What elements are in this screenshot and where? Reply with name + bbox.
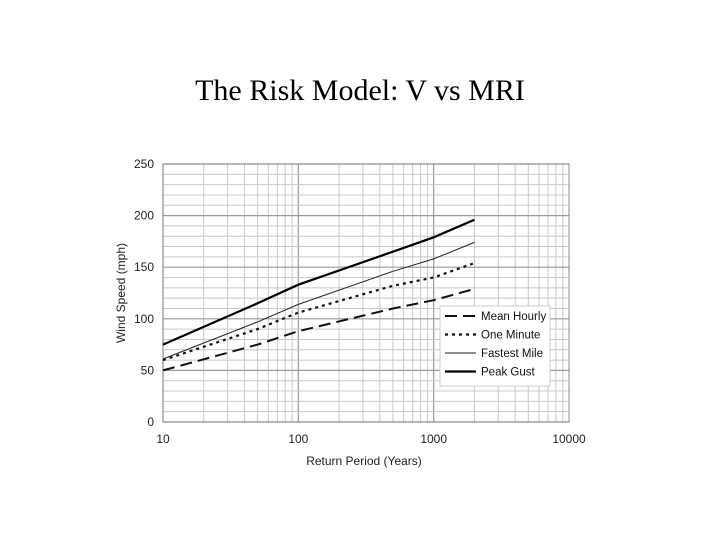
legend: Mean Hourly One Minute Fastest Mile Peak Gu… <box>439 305 551 387</box>
y-axis-label: Wind Speed (mph) <box>114 243 128 343</box>
legend-label: Peak Gust <box>481 367 535 379</box>
x-axis-label: Return Period (Years) <box>306 454 422 468</box>
y-tick-label: 0 <box>147 415 154 429</box>
slide-title: The Risk Model: V vs MRI <box>195 74 525 107</box>
y-tick-label: 100 <box>134 312 154 326</box>
series-line-mean-hourly <box>162 287 475 372</box>
x-tick-label: 10000 <box>552 432 586 446</box>
legend-box <box>439 305 551 387</box>
series-line-peak-gust <box>162 218 475 346</box>
series-lines <box>162 218 475 372</box>
y-tick-label: 50 <box>141 363 155 377</box>
x-tick-label: 100 <box>288 432 308 446</box>
plot-area <box>162 163 570 423</box>
y-tick-label: 250 <box>134 157 154 171</box>
legend-label: Fastest Mile <box>481 348 543 360</box>
legend-label: One Minute <box>481 330 540 342</box>
legend-label: Mean Hourly <box>481 311 546 323</box>
series-line-fastest-mile <box>162 241 475 360</box>
y-tick-label: 200 <box>134 209 154 223</box>
x-tick-label: 1000 <box>420 432 447 446</box>
x-tick-label: 10 <box>156 432 170 446</box>
y-tick-label: 150 <box>134 260 154 274</box>
axis-ticks: 0 50 100 150 200 250 10 100 1000 10000 <box>134 157 586 446</box>
